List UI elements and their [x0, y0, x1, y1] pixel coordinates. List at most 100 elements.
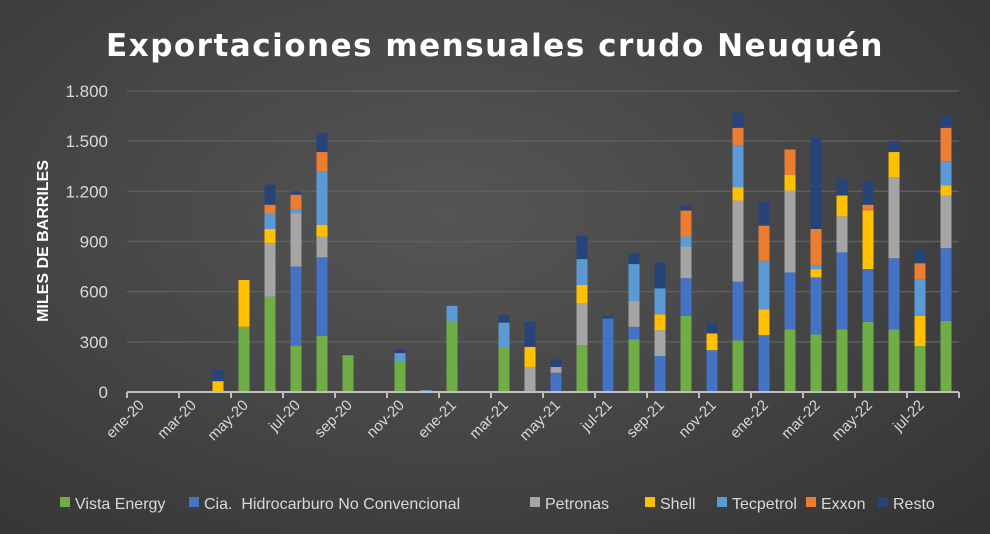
x-tick-label: jul-20	[265, 397, 304, 436]
x-tick-label: jul-22	[889, 397, 928, 436]
bar-segment	[784, 329, 796, 392]
bar-segment	[836, 252, 848, 330]
bar-segment	[290, 266, 302, 347]
y-tick-label: 1.800	[65, 82, 108, 101]
bar-segment	[680, 278, 692, 316]
bar-segment	[810, 264, 822, 270]
legend-item: Cia. Hidrocarburo No Convencional	[189, 496, 460, 513]
bar-segment	[758, 335, 770, 392]
bar-segment	[732, 200, 744, 282]
bar-segment	[576, 345, 588, 392]
bar-segment	[732, 145, 744, 188]
bar-segment	[888, 141, 900, 153]
bar-segment	[680, 246, 692, 279]
bar-segment	[628, 253, 640, 265]
bar-segment	[446, 320, 458, 392]
bar-segment	[810, 334, 822, 392]
bar-segment	[394, 353, 406, 362]
bar-segment	[290, 213, 302, 267]
bar-segment	[654, 356, 666, 392]
bar-segment	[862, 269, 874, 322]
bar-segment	[264, 243, 276, 297]
bar-segment	[680, 236, 692, 247]
bar-segment	[940, 195, 952, 249]
bar-segment	[836, 195, 848, 217]
x-tick-label: mar-22	[778, 397, 824, 443]
bar-segment	[758, 309, 770, 336]
bar-segment	[576, 259, 588, 285]
bar-segment	[680, 315, 692, 392]
x-tick-label: mar-21	[466, 397, 512, 443]
bar-segment	[784, 174, 796, 191]
bar-segment	[914, 315, 926, 347]
x-tick-label: mar-20	[154, 397, 200, 443]
x-tick-label: ene-20	[103, 397, 148, 442]
bar-segment	[888, 152, 900, 178]
bar-segment	[238, 326, 250, 392]
bar-segment	[550, 359, 562, 367]
legend-item: Vista Energy	[60, 496, 165, 513]
legend-swatch	[717, 497, 727, 507]
bar-segment	[316, 335, 328, 392]
bar-segment	[940, 185, 952, 196]
legend-label: Tecpetrol	[732, 496, 797, 513]
x-tick-label: may-22	[828, 397, 875, 444]
x-tick-label: may-20	[204, 397, 251, 444]
y-tick-label: 1.200	[65, 182, 108, 201]
bar-segment	[628, 264, 640, 301]
bar-segment	[654, 288, 666, 315]
y-axis-label: MILES DE BARRILES	[35, 160, 52, 322]
y-tick-label: 300	[80, 333, 108, 352]
legend-label: Cia. Hidrocarburo No Convencional	[204, 496, 460, 513]
bar-segment	[576, 284, 588, 304]
bar-segment	[914, 279, 926, 316]
bar-segment	[654, 262, 666, 289]
legend-item: Shell	[645, 496, 696, 513]
legend-item: Tecpetrol	[717, 496, 797, 513]
bar-segment	[212, 369, 224, 382]
bar-segment	[940, 320, 952, 392]
bar-segment	[238, 279, 250, 327]
bar-segment	[316, 224, 328, 237]
bar-segment	[264, 228, 276, 244]
legend-label: Vista Energy	[75, 496, 165, 513]
bar-segment	[810, 228, 822, 265]
bar-segment	[680, 205, 692, 211]
bar-segment	[732, 281, 744, 341]
bar-segment	[264, 213, 276, 229]
bar-segment	[862, 180, 874, 205]
bar-segment	[836, 216, 848, 253]
bar-segment	[628, 326, 640, 340]
bar-segment	[290, 209, 302, 214]
legend-item: Petronas	[530, 496, 609, 513]
bar-segment	[706, 333, 718, 351]
y-tick-label: 900	[80, 233, 108, 252]
bar-segment	[628, 300, 640, 327]
legend-swatch	[878, 497, 888, 507]
y-tick-label: 600	[80, 283, 108, 302]
bar-segment	[264, 296, 276, 392]
bar-segment	[732, 127, 744, 146]
bar-segment	[940, 127, 952, 162]
chart-title: Exportaciones mensuales crudo Neuquén	[106, 28, 884, 64]
x-tick-label: may-21	[516, 397, 563, 444]
bar-segment	[914, 346, 926, 392]
bar-segment	[290, 194, 302, 210]
legend-label: Petronas	[545, 496, 609, 513]
x-tick-label: ene-21	[415, 397, 460, 442]
x-tick-label: nov-21	[675, 397, 719, 441]
bar-segment	[316, 236, 328, 258]
legend-swatch	[645, 497, 655, 507]
bar-segment	[394, 361, 406, 392]
bar-segment	[446, 305, 458, 321]
bar-segment	[888, 329, 900, 392]
x-tick-label: nov-20	[363, 397, 407, 441]
bar-segment	[342, 355, 354, 392]
bar-segment	[420, 389, 432, 392]
legend-item: Exxon	[806, 496, 865, 513]
legend-label: Shell	[660, 496, 696, 513]
y-tick-label: 0	[99, 383, 108, 402]
bar-segment	[316, 132, 328, 153]
bar-segment	[576, 235, 588, 260]
bar-segment	[784, 190, 796, 273]
